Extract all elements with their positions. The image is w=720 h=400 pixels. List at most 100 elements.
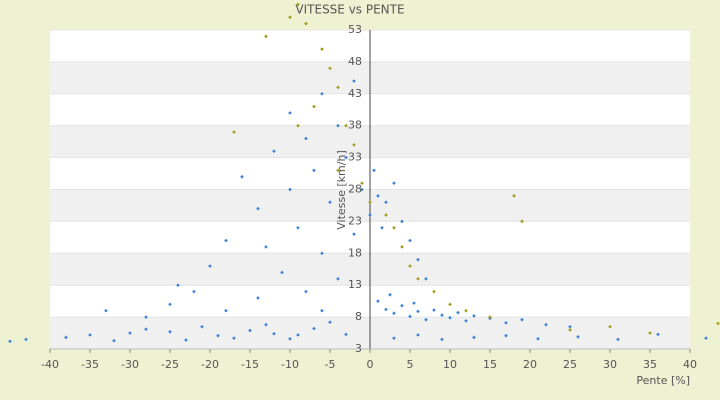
point [384,307,388,312]
point [472,313,476,318]
point [240,174,244,179]
point [352,143,356,147]
point [256,296,260,300]
point [504,321,508,325]
point [224,238,228,243]
point [232,130,236,134]
point [448,302,452,307]
y-tick-label: 48 [348,55,362,68]
point [344,332,348,337]
point [416,333,420,337]
point [280,270,284,275]
point [608,324,612,329]
point [392,225,396,230]
point [192,289,196,294]
x-tick-label: 35 [643,358,657,371]
x-tick-label: 15 [483,358,497,371]
point [616,337,620,342]
point [392,311,396,316]
point [424,276,428,281]
point [568,324,572,329]
point [128,331,132,335]
point [328,200,332,205]
point [464,308,468,313]
point [264,245,268,249]
point [416,257,420,262]
point [168,329,172,334]
point [272,331,276,336]
x-tick-label: 0 [367,358,374,371]
point [176,283,180,288]
point [336,168,340,173]
point [648,331,652,335]
point [384,200,388,205]
point [472,335,476,340]
x-tick-label: -30 [121,358,139,371]
point [520,219,524,224]
point [360,181,364,185]
point [144,327,148,332]
point [312,326,316,331]
point [408,264,412,268]
y-tick-label: 53 [348,23,362,36]
point [424,317,428,322]
point [296,333,300,337]
x-tick-label: -10 [281,358,299,371]
point [320,91,324,96]
point [464,319,468,323]
point [352,79,356,83]
point [320,308,324,313]
point [360,187,364,192]
x-tick-label: -15 [241,358,259,371]
point [400,303,404,308]
x-tick-label: -5 [325,358,336,371]
point [376,299,380,303]
point [440,313,444,318]
point [488,315,492,319]
point [288,187,292,192]
point [184,338,188,342]
point [392,181,396,185]
x-tick-label: 30 [603,358,617,371]
point [520,317,524,322]
point [272,149,276,154]
point [168,302,172,307]
point [536,336,540,341]
point [392,336,396,340]
x-tick-label: -25 [161,358,179,371]
x-tick-label: -35 [81,358,99,371]
x-tick-label: 5 [407,358,414,371]
point [216,333,220,338]
point [264,322,268,327]
point [312,168,316,173]
point [200,324,204,329]
point [288,111,292,115]
y-tick-label: 8 [355,310,362,323]
point [408,314,412,319]
point [400,219,404,224]
y-tick-label: 38 [348,119,362,132]
point [400,245,404,249]
point [504,333,508,338]
point [416,309,420,314]
point [224,308,228,313]
point [656,332,660,337]
chart-title: VITESSE vs PENTE [295,3,404,17]
point [432,308,436,312]
point [576,335,580,339]
y-tick-label: 3 [355,342,362,355]
x-tick-label: 40 [683,358,697,371]
y-tick-label: 33 [348,151,362,164]
point [288,336,292,341]
point [388,292,392,297]
point [544,322,548,327]
point [368,213,372,217]
x-tick-label: -20 [201,358,219,371]
point [352,232,356,236]
point [256,206,260,211]
x-tick-label: 10 [443,358,457,371]
point [336,276,340,281]
point [432,289,436,294]
point [320,251,324,256]
point [296,225,300,230]
